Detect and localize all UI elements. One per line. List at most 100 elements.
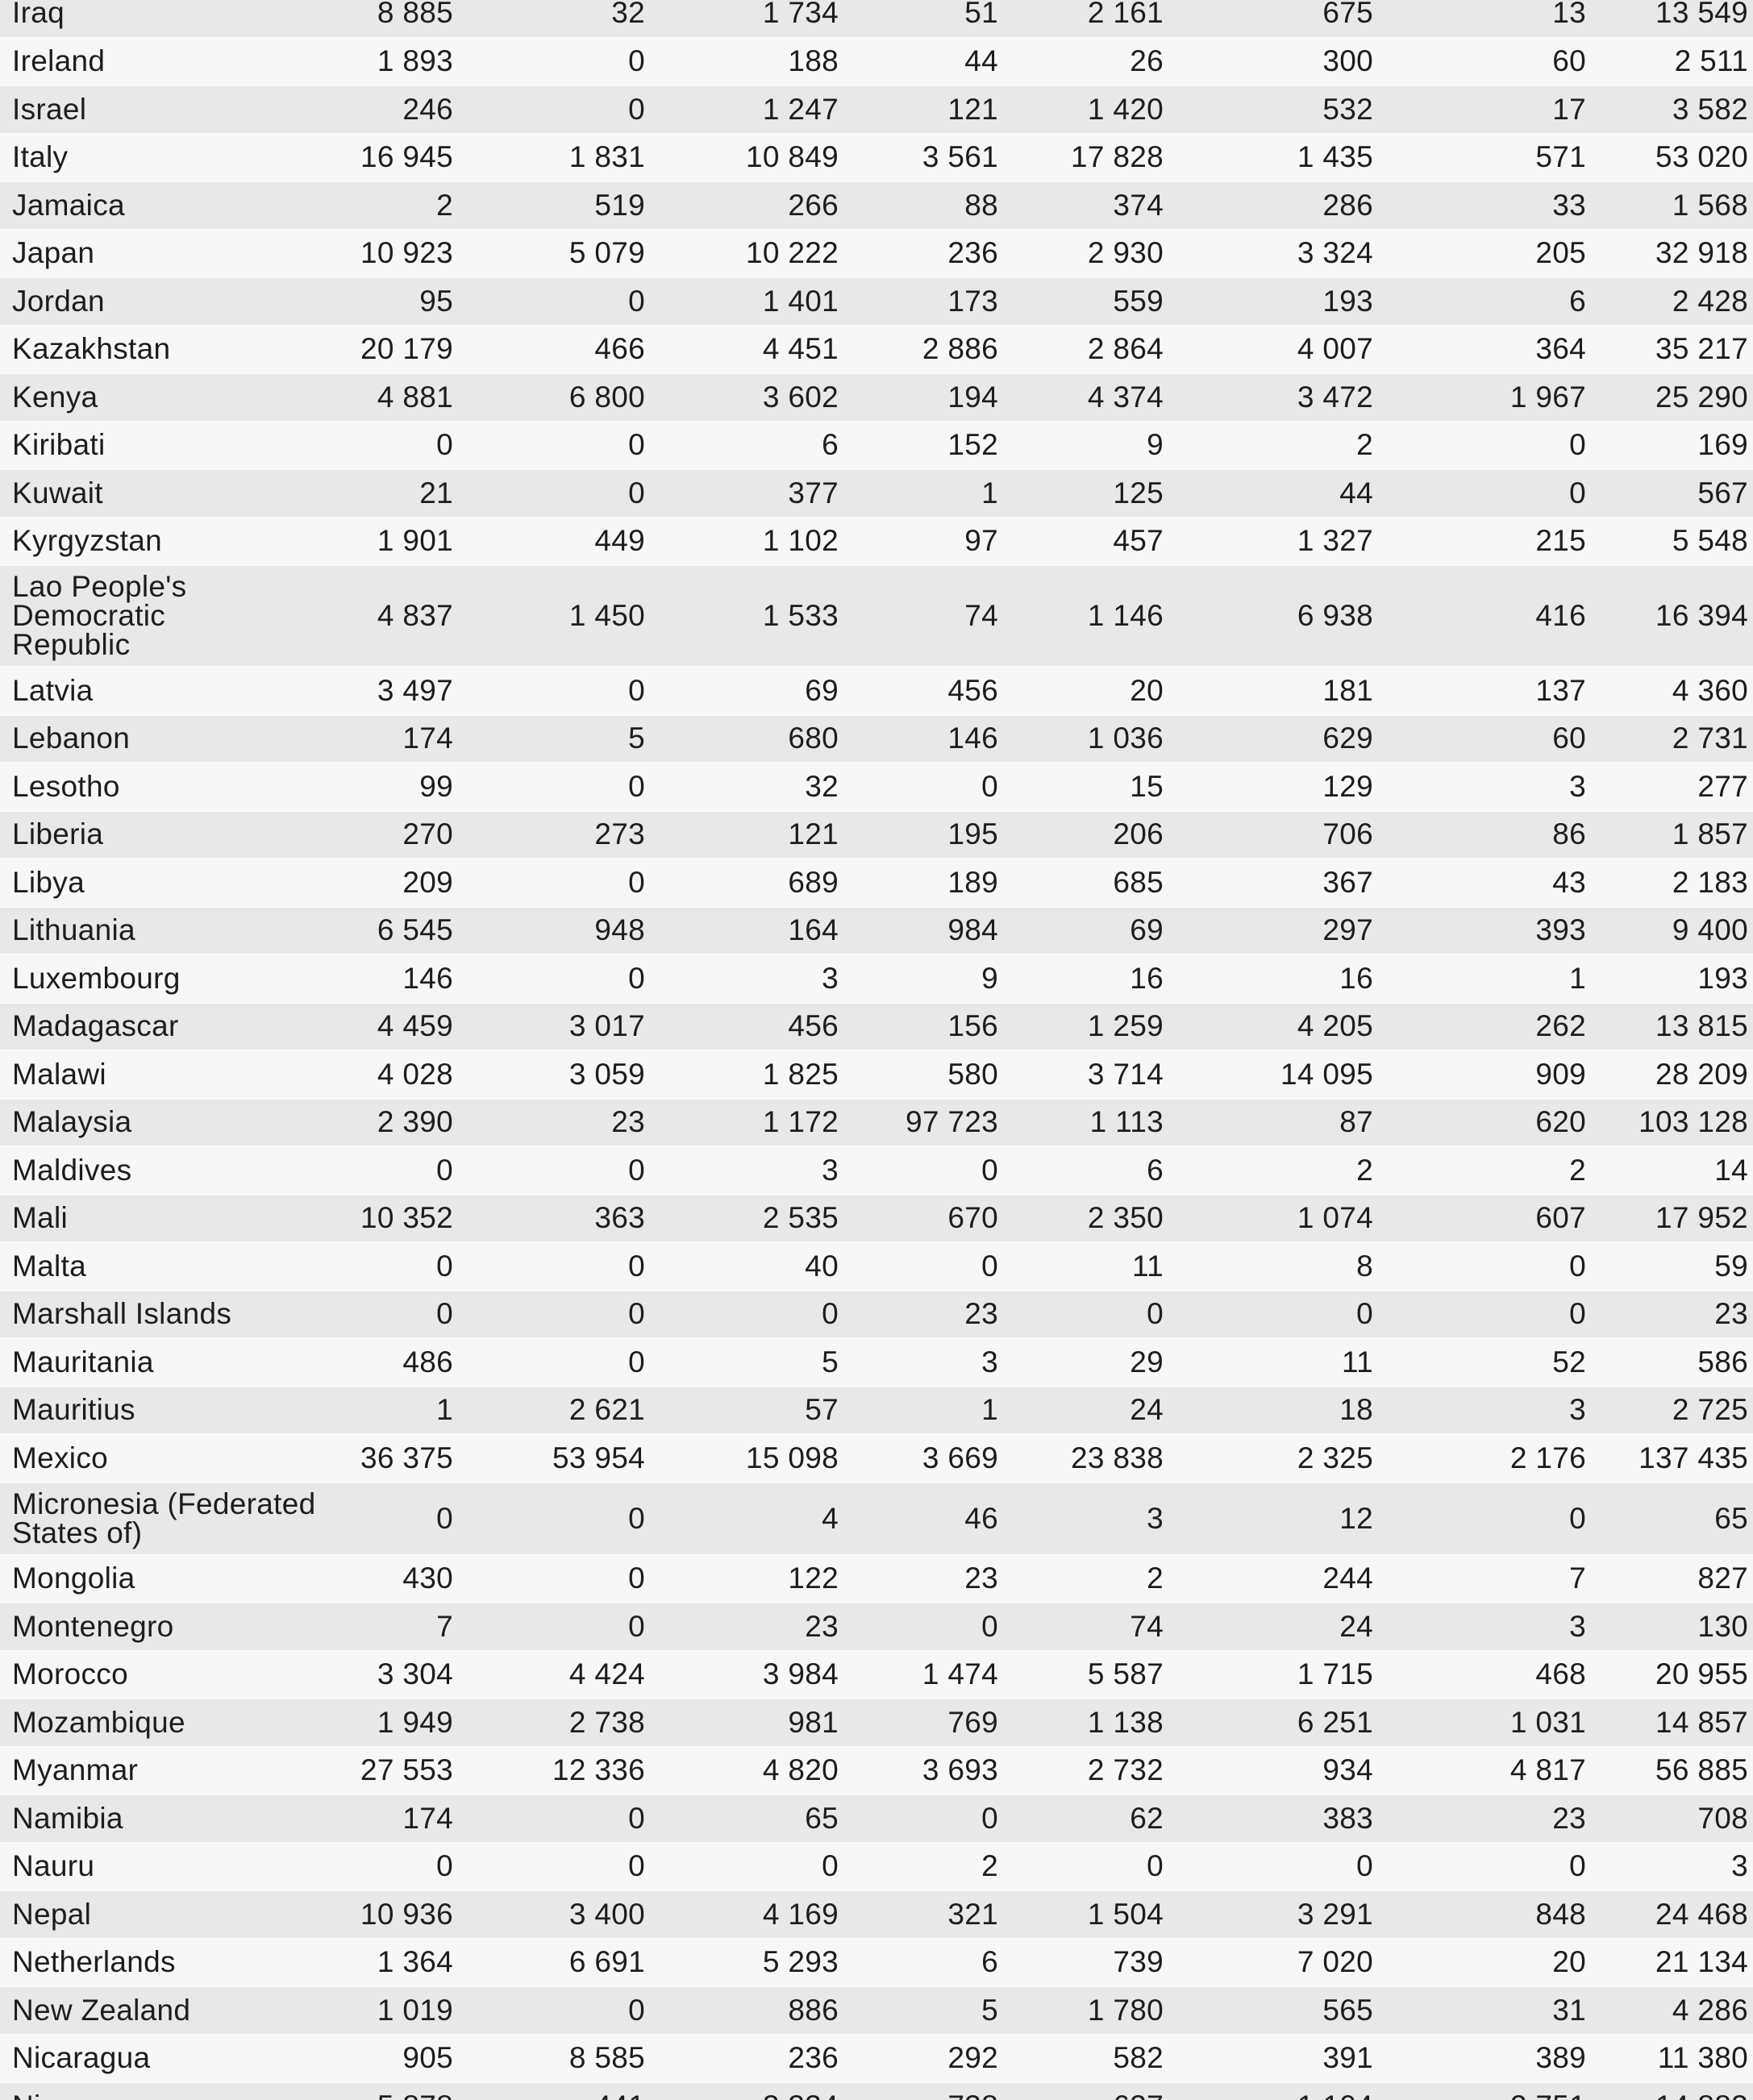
value-cell: 886	[645, 1986, 839, 2034]
value-cell: 1 031	[1373, 1698, 1586, 1746]
table-row: Namibia 174 0 65 0 62 383 23 708	[0, 1794, 1753, 1842]
value-cell: 2	[1373, 1146, 1586, 1194]
value-cell: 430	[355, 1553, 453, 1602]
value-cell: 1 949	[355, 1698, 453, 1746]
country-name-cell: Nepal	[0, 1890, 355, 1938]
value-cell: 4 374	[998, 372, 1164, 421]
value-cell: 297	[1164, 905, 1373, 954]
value-cell: 2 732	[998, 1745, 1164, 1794]
value-cell: 3 497	[355, 666, 453, 714]
value-cell: 769	[839, 1698, 998, 1746]
value-cell: 4	[645, 1481, 839, 1554]
value-cell: 60	[1373, 713, 1586, 762]
country-name-cell: Kenya	[0, 372, 355, 421]
value-cell: 4 817	[1373, 1745, 1586, 1794]
country-name-cell: Mozambique	[0, 1698, 355, 1746]
country-name-cell: Kazakhstan	[0, 324, 355, 372]
value-cell: 582	[998, 2033, 1164, 2081]
value-cell: 53 954	[453, 1433, 645, 1482]
value-cell: 9	[998, 420, 1164, 468]
value-cell: 1 036	[998, 713, 1164, 762]
value-cell: 4 360	[1586, 666, 1753, 714]
value-cell: 28 209	[1586, 1050, 1753, 1098]
value-cell: 3 714	[998, 1050, 1164, 1098]
table-row: Marshall Islands 0 0 0 23 0 0 0 23	[0, 1289, 1753, 1337]
country-name-cell: Montenegro	[0, 1602, 355, 1650]
value-cell: 3 400	[453, 1890, 645, 1938]
value-cell: 3 059	[453, 1050, 645, 1098]
value-cell: 3 472	[1164, 372, 1373, 421]
value-cell: 0	[1164, 1841, 1373, 1890]
value-cell: 457	[998, 516, 1164, 564]
value-cell: 53 020	[1586, 132, 1753, 181]
value-cell: 17 828	[998, 132, 1164, 181]
value-cell: 689	[645, 858, 839, 906]
value-cell: 0	[453, 762, 645, 810]
table-row: Maldives 0 0 3 0 6 2 2 14	[0, 1146, 1753, 1194]
value-cell: 0	[453, 1289, 645, 1337]
value-cell: 1 327	[1164, 516, 1373, 564]
country-name-cell: Malaysia	[0, 1097, 355, 1146]
value-cell: 2	[839, 1841, 998, 1890]
table-row: Lithuania 6 545 948 164 984 69 297 393 9…	[0, 905, 1753, 954]
value-cell: 3	[839, 1337, 998, 1386]
value-cell: 1 259	[998, 1001, 1164, 1050]
value-cell: 2 738	[453, 1698, 645, 1746]
value-cell: 2 183	[1586, 858, 1753, 906]
value-cell: 24	[1164, 1602, 1373, 1650]
value-cell: 468	[1373, 1649, 1586, 1698]
table-row: Kiribati 0 0 6 152 9 2 0 169	[0, 420, 1753, 468]
value-cell: 14 857	[1586, 1698, 1753, 1746]
value-cell: 20	[1373, 1937, 1586, 1986]
value-cell: 7 020	[1164, 1937, 1373, 1986]
value-cell: 0	[1373, 1841, 1586, 1890]
country-name-cell: Israel	[0, 85, 355, 133]
table-row: Kazakhstan 20 179 466 4 451 2 886 2 864 …	[0, 324, 1753, 372]
country-name-cell: Jordan	[0, 277, 355, 325]
value-cell: 934	[1164, 1745, 1373, 1794]
value-cell: 1 138	[998, 1698, 1164, 1746]
value-cell: 10 352	[355, 1193, 453, 1241]
value-cell: 209	[355, 858, 453, 906]
value-cell: 1 019	[355, 1986, 453, 2034]
table-row: Kyrgyzstan 1 901 449 1 102 97 457 1 327 …	[0, 516, 1753, 564]
country-name-cell: Italy	[0, 132, 355, 181]
value-cell: 981	[645, 1698, 839, 1746]
value-cell: 685	[998, 858, 1164, 906]
value-cell: 188	[645, 36, 839, 85]
value-cell: 377	[645, 468, 839, 517]
value-cell: 456	[645, 1001, 839, 1050]
value-cell: 0	[453, 420, 645, 468]
value-cell: 5	[645, 1337, 839, 1386]
value-cell: 3	[1586, 1841, 1753, 1890]
value-cell: 4 881	[355, 372, 453, 421]
value-cell: 11 380	[1586, 2033, 1753, 2081]
value-cell: 44	[839, 36, 998, 85]
value-cell: 3 582	[1586, 85, 1753, 133]
value-cell: 146	[355, 954, 453, 1002]
value-cell: 2	[355, 181, 453, 229]
value-cell: 586	[1586, 1337, 1753, 1386]
value-cell: 0	[453, 1481, 645, 1554]
value-cell: 571	[1373, 132, 1586, 181]
value-cell: 670	[839, 1193, 998, 1241]
value-cell: 0	[355, 1841, 453, 1890]
value-cell: 4 205	[1164, 1001, 1373, 1050]
value-cell: 193	[1586, 954, 1753, 1002]
value-cell: 16 945	[355, 132, 453, 181]
value-cell: 4 451	[645, 324, 839, 372]
country-name-cell: New Zealand	[0, 1986, 355, 2034]
value-cell: 14 883	[1586, 2081, 1753, 2100]
value-cell: 2 886	[839, 324, 998, 372]
value-cell: 0	[1373, 468, 1586, 517]
value-cell: 374	[998, 181, 1164, 229]
value-cell: 9 400	[1586, 905, 1753, 954]
table-row: Nauru 0 0 0 2 0 0 0 3	[0, 1841, 1753, 1890]
value-cell: 194	[839, 372, 998, 421]
table-row: Mauritius 1 2 621 57 1 24 18 3 2 725	[0, 1385, 1753, 1433]
country-name-cell: Nicaragua	[0, 2033, 355, 2081]
value-cell: 17 952	[1586, 1193, 1753, 1241]
value-cell: 3	[1373, 1385, 1586, 1433]
value-cell: 87	[1164, 1097, 1373, 1146]
table-row: Morocco 3 304 4 424 3 984 1 474 5 587 1 …	[0, 1649, 1753, 1698]
